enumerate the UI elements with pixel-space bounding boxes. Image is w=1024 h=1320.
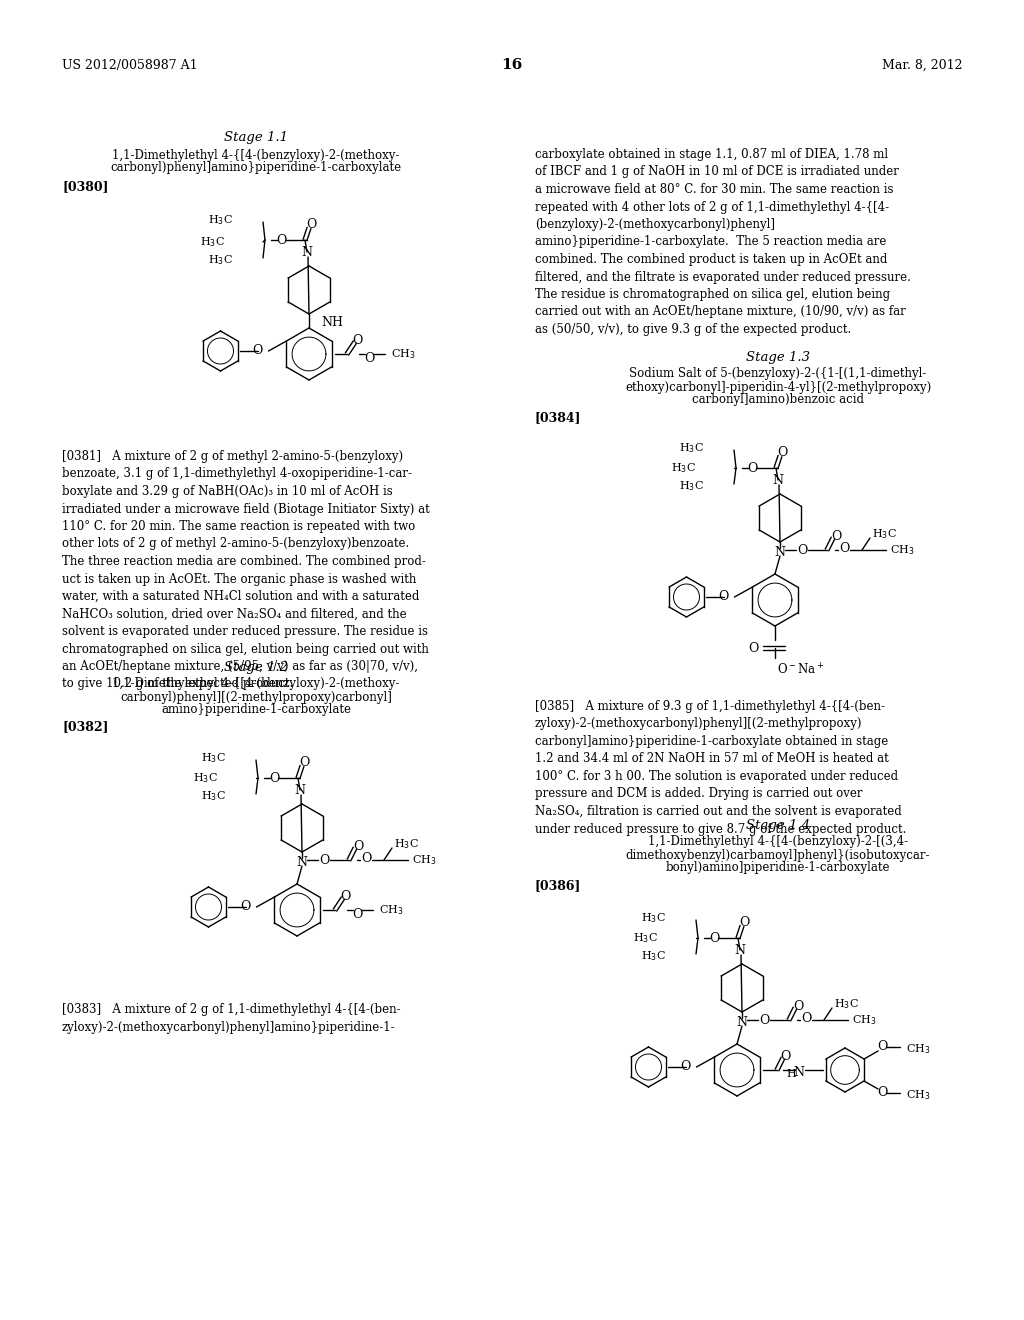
Text: H: H — [786, 1069, 796, 1078]
Text: H$_3$C: H$_3$C — [641, 911, 666, 925]
Text: H$_3$C: H$_3$C — [679, 441, 705, 455]
Text: O: O — [746, 462, 757, 474]
Text: CH$_3$: CH$_3$ — [412, 853, 436, 867]
Text: O: O — [318, 854, 329, 866]
Text: O: O — [801, 1011, 811, 1024]
Text: O: O — [793, 999, 803, 1012]
Text: [0382]: [0382] — [62, 721, 109, 734]
Text: N: N — [772, 474, 783, 487]
Text: O: O — [738, 916, 750, 928]
Text: O: O — [240, 900, 251, 913]
Text: NH: NH — [321, 315, 343, 329]
Text: H$_3$C: H$_3$C — [641, 949, 666, 962]
Text: Sodium Salt of 5-(benzyloxy)-2-({1-[(1,1-dimethyl-: Sodium Salt of 5-(benzyloxy)-2-({1-[(1,1… — [630, 367, 927, 380]
Text: H$_3$C: H$_3$C — [200, 235, 225, 249]
Text: [0380]: [0380] — [62, 181, 109, 194]
Text: H$_3$C: H$_3$C — [201, 789, 226, 803]
Text: N: N — [794, 1065, 805, 1078]
Text: O: O — [777, 446, 787, 458]
Text: 1,1-Dimethylethyl 4-{[4-(benzyloxy)-2-(methoxy-: 1,1-Dimethylethyl 4-{[4-(benzyloxy)-2-(m… — [113, 677, 399, 690]
Text: O: O — [252, 345, 262, 358]
Text: carboxylate obtained in stage 1.1, 0.87 ml of DIEA, 1.78 ml
of IBCF and 1 g of N: carboxylate obtained in stage 1.1, 0.87 … — [535, 148, 911, 337]
Text: H$_3$C: H$_3$C — [679, 479, 705, 492]
Text: [0381]   A mixture of 2 g of methyl 2-amino-5-(benzyloxy)
benzoate, 3.1 g of 1,1: [0381] A mixture of 2 g of methyl 2-amin… — [62, 450, 430, 690]
Text: O: O — [830, 529, 841, 543]
Text: CH$_3$: CH$_3$ — [906, 1088, 931, 1102]
Text: Stage 1.3: Stage 1.3 — [746, 351, 810, 364]
Text: N: N — [295, 784, 305, 796]
Text: O: O — [680, 1060, 690, 1073]
Text: 1,1-Dimethylethyl 4-{[4-(benzyloxy)-2-[(3,4-: 1,1-Dimethylethyl 4-{[4-(benzyloxy)-2-[(… — [648, 836, 908, 849]
Text: ethoxy)carbonyl]-piperidin-4-yl}[(2-methylpropoxy): ethoxy)carbonyl]-piperidin-4-yl}[(2-meth… — [625, 380, 931, 393]
Text: O: O — [877, 1086, 887, 1100]
Text: bonyl)amino]piperidine-1-carboxylate: bonyl)amino]piperidine-1-carboxylate — [666, 862, 890, 874]
Text: US 2012/0058987 A1: US 2012/0058987 A1 — [62, 58, 198, 71]
Text: O: O — [839, 541, 849, 554]
Text: O: O — [364, 351, 374, 364]
Text: Mar. 8, 2012: Mar. 8, 2012 — [882, 58, 962, 71]
Text: carbonyl]amino)benzoic acid: carbonyl]amino)benzoic acid — [692, 393, 864, 407]
Text: 1,1-Dimethylethyl 4-{[4-(benzyloxy)-2-(methoxy-: 1,1-Dimethylethyl 4-{[4-(benzyloxy)-2-(m… — [113, 149, 399, 161]
Text: H$_3$C: H$_3$C — [834, 997, 859, 1011]
Text: H$_3$C: H$_3$C — [194, 771, 218, 785]
Text: O$^-$Na$^+$: O$^-$Na$^+$ — [777, 663, 824, 677]
Text: N: N — [301, 246, 312, 259]
Text: 16: 16 — [502, 58, 522, 73]
Text: CH$_3$: CH$_3$ — [852, 1014, 877, 1027]
Text: H$_3$C: H$_3$C — [201, 751, 226, 764]
Text: O: O — [352, 334, 362, 346]
Text: O: O — [275, 234, 286, 247]
Text: O: O — [709, 932, 719, 945]
Text: H$_3$C: H$_3$C — [394, 837, 419, 851]
Text: O: O — [353, 840, 364, 853]
Text: CH$_3$: CH$_3$ — [391, 347, 416, 360]
Text: N: N — [297, 855, 307, 869]
Text: CH$_3$: CH$_3$ — [379, 903, 403, 917]
Text: N: N — [736, 1015, 748, 1028]
Text: H$_3$C: H$_3$C — [872, 527, 897, 541]
Text: carbonyl)phenyl][(2-methylpropoxy)carbonyl]: carbonyl)phenyl][(2-methylpropoxy)carbon… — [120, 690, 392, 704]
Text: O: O — [877, 1040, 887, 1053]
Text: N: N — [734, 944, 745, 957]
Text: carbonyl)phenyl]amino}piperidine-1-carboxylate: carbonyl)phenyl]amino}piperidine-1-carbo… — [111, 161, 401, 174]
Text: O: O — [360, 851, 371, 865]
Text: Stage 1.4: Stage 1.4 — [746, 820, 810, 833]
Text: Stage 1.1: Stage 1.1 — [224, 132, 288, 144]
Text: [0384]: [0384] — [535, 412, 582, 425]
Text: [0383]   A mixture of 2 g of 1,1-dimethylethyl 4-{[4-(ben-
zyloxy)-2-(methoxycar: [0383] A mixture of 2 g of 1,1-dimethyle… — [62, 1003, 400, 1034]
Text: N: N — [774, 545, 785, 558]
Text: H$_3$C: H$_3$C — [208, 253, 233, 267]
Text: O: O — [759, 1014, 769, 1027]
Text: O: O — [749, 642, 759, 655]
Text: [0385]   A mixture of 9.3 g of 1,1-dimethylethyl 4-{[4-(ben-
zyloxy)-2-(methoxyc: [0385] A mixture of 9.3 g of 1,1-dimethy… — [535, 700, 906, 836]
Text: H$_3$C: H$_3$C — [633, 931, 658, 945]
Text: O: O — [299, 755, 309, 768]
Text: H$_3$C: H$_3$C — [671, 461, 696, 475]
Text: O: O — [797, 544, 807, 557]
Text: O: O — [352, 908, 362, 920]
Text: O: O — [780, 1049, 791, 1063]
Text: O: O — [340, 890, 350, 903]
Text: O: O — [306, 218, 316, 231]
Text: dimethoxybenzyl)carbamoyl]phenyl}(isobutoxycar-: dimethoxybenzyl)carbamoyl]phenyl}(isobut… — [626, 849, 930, 862]
Text: [0386]: [0386] — [535, 879, 582, 892]
Text: O: O — [269, 771, 280, 784]
Text: CH$_3$: CH$_3$ — [890, 543, 914, 557]
Text: amino}piperidine-1-carboxylate: amino}piperidine-1-carboxylate — [161, 704, 351, 717]
Text: Stage 1.2: Stage 1.2 — [224, 661, 288, 675]
Text: H$_3$C: H$_3$C — [208, 213, 233, 227]
Text: CH$_3$: CH$_3$ — [906, 1041, 931, 1056]
Text: O: O — [718, 590, 728, 603]
